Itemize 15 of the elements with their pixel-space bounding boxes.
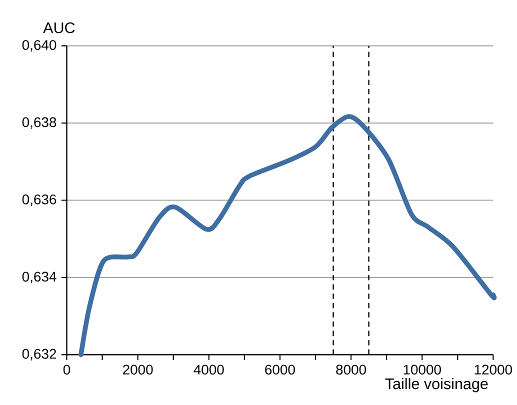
x-tick-label: 4000 [194, 364, 224, 375]
x-tick-label: 0 [63, 364, 70, 375]
y-tick-label: 0,632 [22, 349, 56, 361]
x-tick-label: 2000 [123, 364, 153, 375]
x-tick-label: 8000 [336, 364, 366, 375]
x-tick-label: 6000 [265, 364, 295, 375]
x-tick-label: 10000 [404, 364, 441, 375]
x-tick-label: 12000 [474, 364, 512, 375]
y-axis-title: AUC [43, 22, 75, 34]
y-tick-label: 0,634 [22, 272, 56, 284]
y-tick-label: 0,636 [22, 194, 56, 206]
line-series [78, 114, 496, 358]
y-tick-label: 0,638 [22, 118, 56, 130]
x-axis-title: Taille voisinage [385, 378, 488, 392]
y-tick-label: 0,640 [22, 40, 56, 52]
